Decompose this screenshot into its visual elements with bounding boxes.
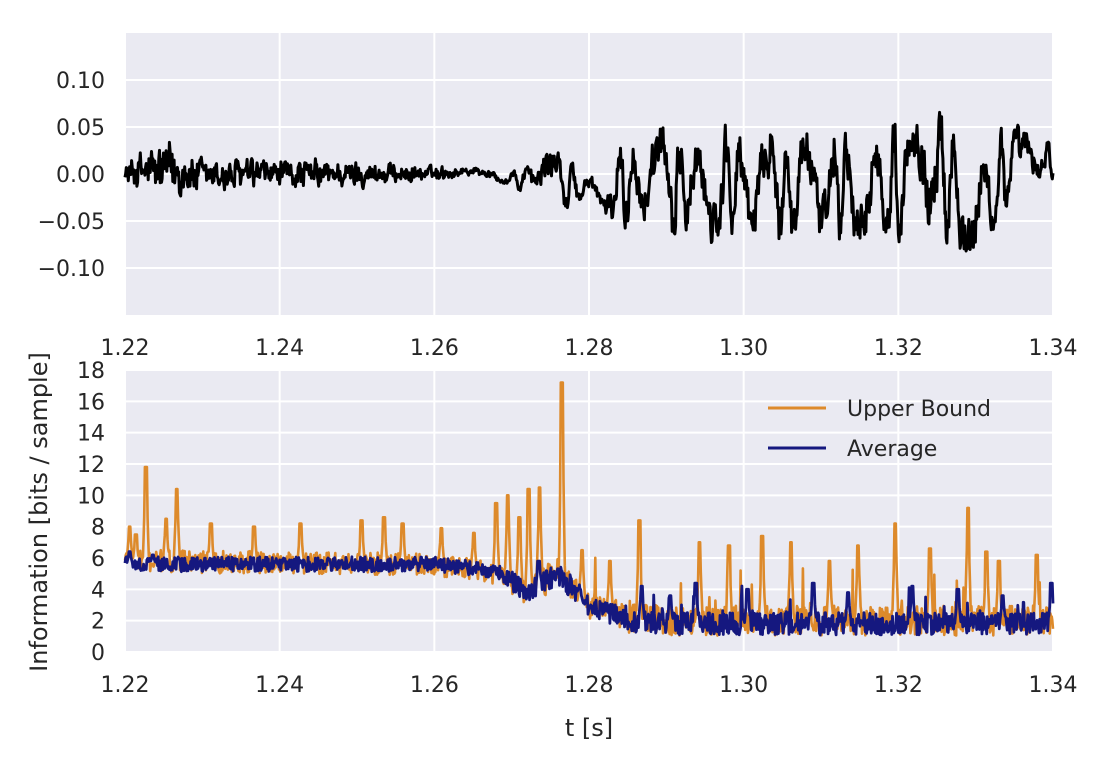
bottom-x-tick-labels: 1.22 1.24 1.26 1.28 1.30 1.32 1.34 xyxy=(101,673,1078,698)
legend: Upper Bound Average xyxy=(768,397,991,462)
bottom-information-panel: 1.22 1.24 1.26 1.28 1.30 1.32 1.34 0 2 4 6 8 10 12 14… xyxy=(25,352,1077,742)
top-x-tick-label: 1.34 xyxy=(1029,336,1078,361)
bot-x-tick-label: 1.26 xyxy=(410,673,459,698)
bot-y-tick-label: 2 xyxy=(91,610,105,635)
top-x-tick-label: 1.22 xyxy=(101,336,150,361)
bot-y-tick-label: 6 xyxy=(91,547,105,572)
series-line-waveform xyxy=(123,110,1055,253)
bot-x-tick-label: 1.28 xyxy=(565,673,614,698)
bot-y-tick-label: 4 xyxy=(91,578,105,603)
legend-label-average: Average xyxy=(847,437,937,462)
bot-y-tick-label: 8 xyxy=(91,516,105,541)
top-x-tick-labels: 1.22 1.24 1.26 1.28 1.30 1.32 1.34 xyxy=(101,336,1078,361)
x-axis-label: t [s] xyxy=(565,714,613,742)
bot-y-tick-label: 0 xyxy=(91,641,105,666)
series-line-average xyxy=(123,550,1055,637)
bot-x-tick-label: 1.34 xyxy=(1029,673,1078,698)
top-series xyxy=(123,110,1055,253)
bottom-series xyxy=(123,381,1055,637)
top-x-tick-label: 1.24 xyxy=(255,336,304,361)
bot-x-tick-label: 1.22 xyxy=(101,673,150,698)
bot-y-tick-label: 18 xyxy=(77,359,105,384)
bot-y-tick-label: 10 xyxy=(77,484,105,509)
bot-x-tick-label: 1.24 xyxy=(255,673,304,698)
bot-y-tick-label: 16 xyxy=(77,390,105,415)
top-waveform-panel: 1.22 1.24 1.26 1.28 1.30 1.32 1.34 −0.10 −0.05 0… xyxy=(38,33,1078,361)
bottom-y-tick-labels: 0 2 4 6 8 10 12 14 16 18 xyxy=(77,359,105,666)
bot-x-tick-label: 1.32 xyxy=(874,673,923,698)
top-x-tick-label: 1.26 xyxy=(410,336,459,361)
top-y-tick-label: 0.00 xyxy=(56,163,105,188)
top-y-tick-label: 0.10 xyxy=(56,69,105,94)
top-y-tick-labels: −0.10 −0.05 0.00 0.05 0.10 xyxy=(38,69,105,282)
top-x-tick-label: 1.30 xyxy=(719,336,768,361)
top-gridlines xyxy=(124,33,1054,315)
bot-x-tick-label: 1.30 xyxy=(719,673,768,698)
top-y-tick-label: 0.05 xyxy=(56,116,105,141)
legend-label-upper-bound: Upper Bound xyxy=(847,397,991,422)
top-x-tick-label: 1.32 xyxy=(874,336,923,361)
top-x-tick-label: 1.28 xyxy=(565,336,614,361)
top-y-tick-label: −0.05 xyxy=(38,210,105,235)
top-y-tick-label: −0.10 xyxy=(38,257,105,282)
bot-y-tick-label: 12 xyxy=(77,453,105,478)
y-axis-label: Information [bits / sample] xyxy=(25,352,53,672)
bot-y-tick-label: 14 xyxy=(77,422,105,447)
